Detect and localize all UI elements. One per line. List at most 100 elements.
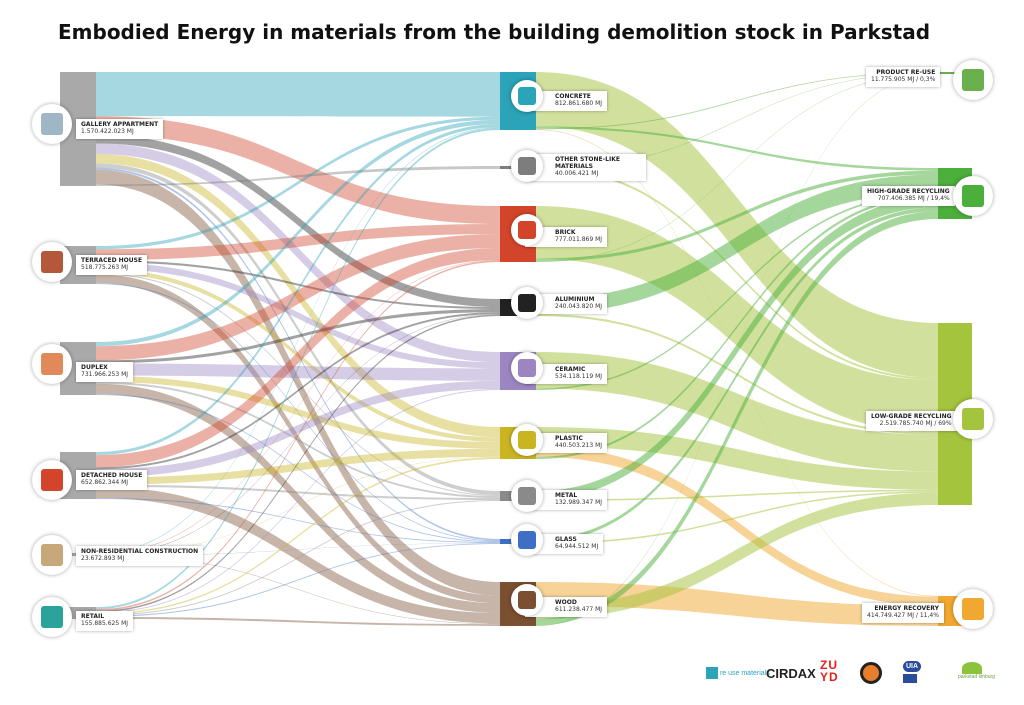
flow-plastic-low	[536, 427, 938, 490]
material-label-wood: WOOD 611.238.477 MJ	[525, 597, 608, 617]
material-label-metal-value: 132.989.347 MJ	[555, 498, 603, 506]
material-label-glass: GLASS 64.944.512 MJ	[525, 534, 604, 554]
flow-detached-ceramic	[96, 380, 500, 478]
flow-terraced-ceramic	[96, 262, 500, 369]
flow-nonres-wood	[96, 554, 500, 625]
destination-label-low-value: 2.519.785.740 MJ / 69%	[879, 419, 952, 427]
flow-terraced-glass	[96, 282, 500, 542]
material-label-metal: METAL 132.989.347 MJ	[525, 490, 608, 510]
destination-label-low-name: LOW-GRADE RECYCLING	[871, 413, 952, 420]
reuse-arrows-icon	[953, 60, 993, 100]
flow-gallery-metal	[96, 163, 500, 495]
material-label-plastic: PLASTIC 440.503.213 MJ	[525, 433, 608, 453]
logo-uia: UIA	[903, 661, 922, 683]
source-label-gallery-name: GALLERY APPARTMENT	[81, 121, 159, 128]
source-label-duplex-name: DUPLEX	[81, 364, 108, 371]
destination-label-high-name: HIGH-GRADE RECYCLING	[867, 188, 950, 195]
flow-retail-brick	[96, 260, 500, 611]
material-label-metal-name: METAL	[555, 492, 578, 499]
wood-plank-icon-shape	[518, 591, 536, 609]
flow-terraced-aluminium	[96, 260, 500, 310]
material-label-aluminium: ALUMINIUM 240.043.820 MJ	[525, 294, 608, 314]
logo-reuse-materials: re use materials	[706, 667, 770, 679]
material-label-wood-name: WOOD	[555, 599, 577, 606]
flow-gallery-wood	[96, 169, 500, 596]
source-label-gallery-value: 1.570.422.023 MJ	[81, 127, 134, 135]
source-label-detached: DETACHED HOUSE 652.862.344 MJ	[76, 470, 148, 490]
flow-retail-metal	[96, 500, 500, 616]
material-label-aluminium-value: 240.043.820 MJ	[555, 302, 603, 310]
flow-gallery-brick	[96, 116, 500, 224]
flow-retail-aluminium	[96, 314, 500, 613]
source-to-material-flows	[96, 72, 500, 626]
source-label-terraced-name: TERRACED HOUSE	[81, 257, 143, 264]
metal-beam-icon	[511, 480, 543, 512]
flow-duplex-brick	[96, 234, 500, 361]
flow-brick-low	[536, 206, 938, 433]
material-to-destination-flows	[536, 72, 938, 627]
destination-label-energy: ENERGY RECOVERY 414.749.427 MJ / 11,4%	[862, 603, 944, 623]
material-label-plastic-value: 440.503.213 MJ	[555, 441, 603, 449]
flow-terraced-wood	[96, 274, 500, 604]
flow-detached-metal	[96, 484, 500, 500]
flow-gallery-plastic	[96, 153, 500, 438]
destination-label-energy-value: 414.749.427 MJ / 11,4%	[867, 611, 939, 619]
flow-aluminium-high	[536, 174, 938, 314]
flow-gallery-glass	[96, 167, 500, 541]
office-building-icon	[32, 535, 72, 575]
metal-beam-icon-shape	[518, 487, 536, 505]
material-label-brick-name: BRICK	[555, 229, 576, 236]
lightning-icon	[953, 589, 993, 629]
flow-concrete-low	[536, 72, 938, 378]
duplex-house-icon-shape	[41, 353, 63, 375]
glass-window-icon-shape	[518, 531, 536, 549]
source-label-detached-value: 652.862.344 MJ	[81, 478, 129, 486]
flow-glass-low	[536, 491, 938, 544]
terraced-house-icon-shape	[41, 251, 63, 273]
flow-nonres-brick	[96, 260, 500, 555]
material-label-brick: BRICK 777.011.869 MJ	[525, 227, 608, 247]
flow-duplex-wood	[96, 383, 500, 613]
duplex-house-icon	[32, 344, 72, 384]
flow-duplex-plastic	[96, 375, 500, 449]
recycle-icon	[953, 399, 993, 439]
flow-detached-aluminium	[96, 312, 500, 470]
flow-gallery-concrete	[96, 72, 500, 117]
flow-nonres-glass	[96, 542, 500, 556]
destination-label-low: LOW-GRADE RECYCLING 2.519.785.740 MJ / 69…	[866, 411, 957, 431]
plastic-pipe-icon-shape	[518, 431, 536, 449]
flow-brick-high	[536, 170, 938, 262]
flow-wood-energy	[536, 582, 938, 626]
material-label-ceramic-name: CERAMIC	[555, 366, 586, 373]
flow-stone-low	[536, 166, 938, 380]
detached-house-icon	[32, 460, 72, 500]
apartment-building-icon	[32, 104, 72, 144]
flow-gallery-stone	[96, 166, 500, 186]
flow-detached-wood	[96, 486, 500, 624]
destination-label-reuse-value: 11.775.905 MJ / 0,3%	[871, 75, 936, 83]
material-label-ceramic-value: 534.118.119 MJ	[555, 372, 603, 380]
flow-wood-low	[536, 492, 938, 619]
apartment-building-icon-shape	[41, 113, 63, 135]
concrete-block-icon-shape	[518, 87, 536, 105]
logo-emblem	[860, 662, 882, 684]
flow-ceramic-low	[536, 352, 938, 472]
logo-parkstad: parkstad limburg	[958, 662, 998, 680]
destination-label-high-value: 707.406.385 MJ / 19,4%	[877, 194, 950, 202]
material-label-glass-value: 64.944.512 MJ	[555, 542, 599, 550]
source-label-detached-name: DETACHED HOUSE	[81, 472, 143, 479]
flow-retail-ceramic	[96, 388, 500, 614]
material-label-ceramic: CERAMIC 534.118.119 MJ	[525, 364, 608, 384]
aluminium-pipe-icon-shape	[518, 294, 536, 312]
recycle-icon-shape	[962, 185, 984, 207]
source-label-duplex: DUPLEX 731.966.253 MJ	[76, 362, 134, 382]
stone-cube-icon	[511, 150, 543, 182]
recycle-icon	[953, 176, 993, 216]
stone-cube-icon-shape	[518, 157, 536, 175]
material-label-aluminium-name: ALUMINIUM	[555, 296, 595, 303]
source-label-terraced: TERRACED HOUSE 518.775.263 MJ	[76, 255, 148, 275]
lightning-icon-shape	[962, 598, 984, 620]
flow-gallery-ceramic	[96, 143, 500, 363]
source-label-nonres: NON-RESIDENTIAL CONSTRUCTION 23.672.893 M…	[76, 546, 204, 566]
